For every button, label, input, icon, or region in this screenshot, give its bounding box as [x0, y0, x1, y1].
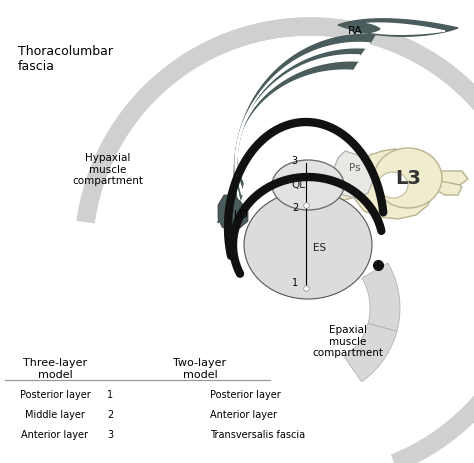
Ellipse shape [378, 172, 408, 198]
Text: Middle layer: Middle layer [25, 410, 85, 420]
Text: QL: QL [291, 180, 305, 190]
Polygon shape [338, 19, 458, 36]
Text: LD: LD [234, 210, 248, 220]
Ellipse shape [272, 160, 344, 210]
Text: Ps: Ps [349, 163, 361, 173]
Polygon shape [235, 48, 365, 201]
Text: Thoracolumbar
fascia: Thoracolumbar fascia [18, 45, 113, 73]
Text: Three-layer
model: Three-layer model [23, 358, 87, 380]
Polygon shape [352, 149, 434, 219]
Text: 2: 2 [292, 203, 298, 213]
Text: 3: 3 [291, 156, 297, 166]
Polygon shape [348, 23, 380, 32]
Text: 2: 2 [107, 410, 113, 420]
Polygon shape [234, 34, 375, 215]
Text: 1: 1 [107, 390, 113, 400]
Text: Anterior layer: Anterior layer [210, 410, 277, 420]
Text: RA: RA [347, 26, 363, 36]
Text: Epaxial
muscle
compartment: Epaxial muscle compartment [312, 325, 383, 358]
Text: Posterior layer: Posterior layer [19, 390, 91, 400]
Polygon shape [348, 23, 445, 34]
Polygon shape [333, 151, 373, 198]
Polygon shape [218, 195, 248, 231]
Polygon shape [218, 204, 242, 223]
Polygon shape [336, 181, 360, 201]
Ellipse shape [374, 148, 442, 208]
Polygon shape [235, 43, 370, 208]
Text: L3: L3 [395, 169, 421, 188]
Text: 3: 3 [107, 430, 113, 440]
Polygon shape [362, 263, 400, 332]
Text: Posterior layer: Posterior layer [210, 390, 281, 400]
Text: 1: 1 [292, 278, 298, 288]
Polygon shape [432, 171, 468, 185]
Ellipse shape [244, 191, 372, 299]
Polygon shape [77, 18, 474, 463]
Polygon shape [432, 179, 462, 195]
Polygon shape [236, 55, 360, 195]
Text: Hypaxial
muscle
compartment: Hypaxial muscle compartment [72, 153, 143, 186]
Text: Anterior layer: Anterior layer [21, 430, 89, 440]
Text: Two-layer
model: Two-layer model [173, 358, 227, 380]
Text: Transversalis fascia: Transversalis fascia [210, 430, 305, 440]
Text: ES: ES [313, 243, 327, 253]
Polygon shape [236, 61, 358, 189]
Polygon shape [345, 324, 397, 382]
